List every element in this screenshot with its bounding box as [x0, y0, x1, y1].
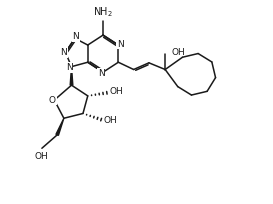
Text: OH: OH	[172, 48, 186, 57]
Text: OH: OH	[103, 116, 117, 125]
Text: N: N	[72, 32, 79, 41]
Text: N: N	[66, 63, 73, 72]
Text: N: N	[117, 40, 124, 49]
Text: OH: OH	[34, 152, 48, 161]
Polygon shape	[56, 118, 64, 135]
Polygon shape	[70, 67, 73, 85]
Text: NH$_2$: NH$_2$	[93, 5, 113, 19]
Text: N: N	[98, 69, 105, 78]
Text: OH: OH	[109, 87, 123, 96]
Text: N: N	[61, 48, 67, 57]
Text: N: N	[98, 69, 105, 78]
Text: N: N	[66, 63, 73, 72]
Text: N: N	[72, 32, 79, 41]
Text: O: O	[49, 96, 56, 105]
Text: N: N	[117, 40, 124, 49]
Text: O: O	[49, 96, 56, 105]
Text: N: N	[61, 48, 67, 57]
